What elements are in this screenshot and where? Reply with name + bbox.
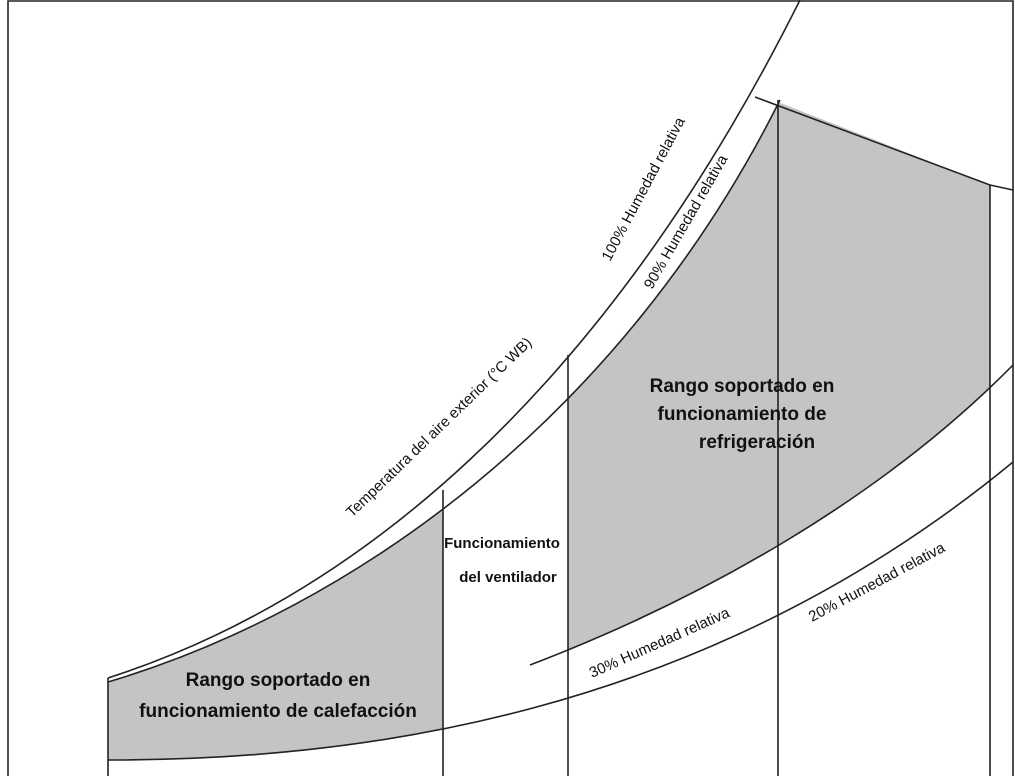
heating-label: Rango soportado en funcionamiento de cal… bbox=[139, 670, 417, 722]
text: refrigeración bbox=[699, 432, 815, 453]
shaded-region bbox=[108, 509, 443, 760]
text: Rango soportado en bbox=[650, 376, 835, 397]
rh100-curve bbox=[107, 0, 801, 679]
rh30-curve bbox=[529, 364, 1014, 666]
shaded-regions bbox=[108, 100, 990, 760]
frame bbox=[7, 0, 1014, 776]
text: del ventilador bbox=[459, 569, 557, 586]
text: Funcionamiento bbox=[444, 535, 560, 552]
shaded-region bbox=[568, 100, 990, 650]
fan-label: Funcionamiento del ventilador bbox=[444, 535, 560, 586]
cooling-label: Rango soportado en funcionamiento de ref… bbox=[650, 376, 835, 453]
text: funcionamiento de bbox=[658, 404, 827, 425]
text: funcionamiento de calefacción bbox=[139, 701, 417, 722]
rh90-curve bbox=[107, 99, 781, 683]
rh20-curve bbox=[107, 461, 1014, 761]
vertical-lines bbox=[107, 100, 991, 776]
text: Rango soportado en bbox=[186, 670, 371, 691]
rh20-label: 20% Humedad relativa bbox=[806, 539, 949, 626]
axis-label: Temperatura del aire exterior (°C WB) bbox=[343, 334, 535, 521]
